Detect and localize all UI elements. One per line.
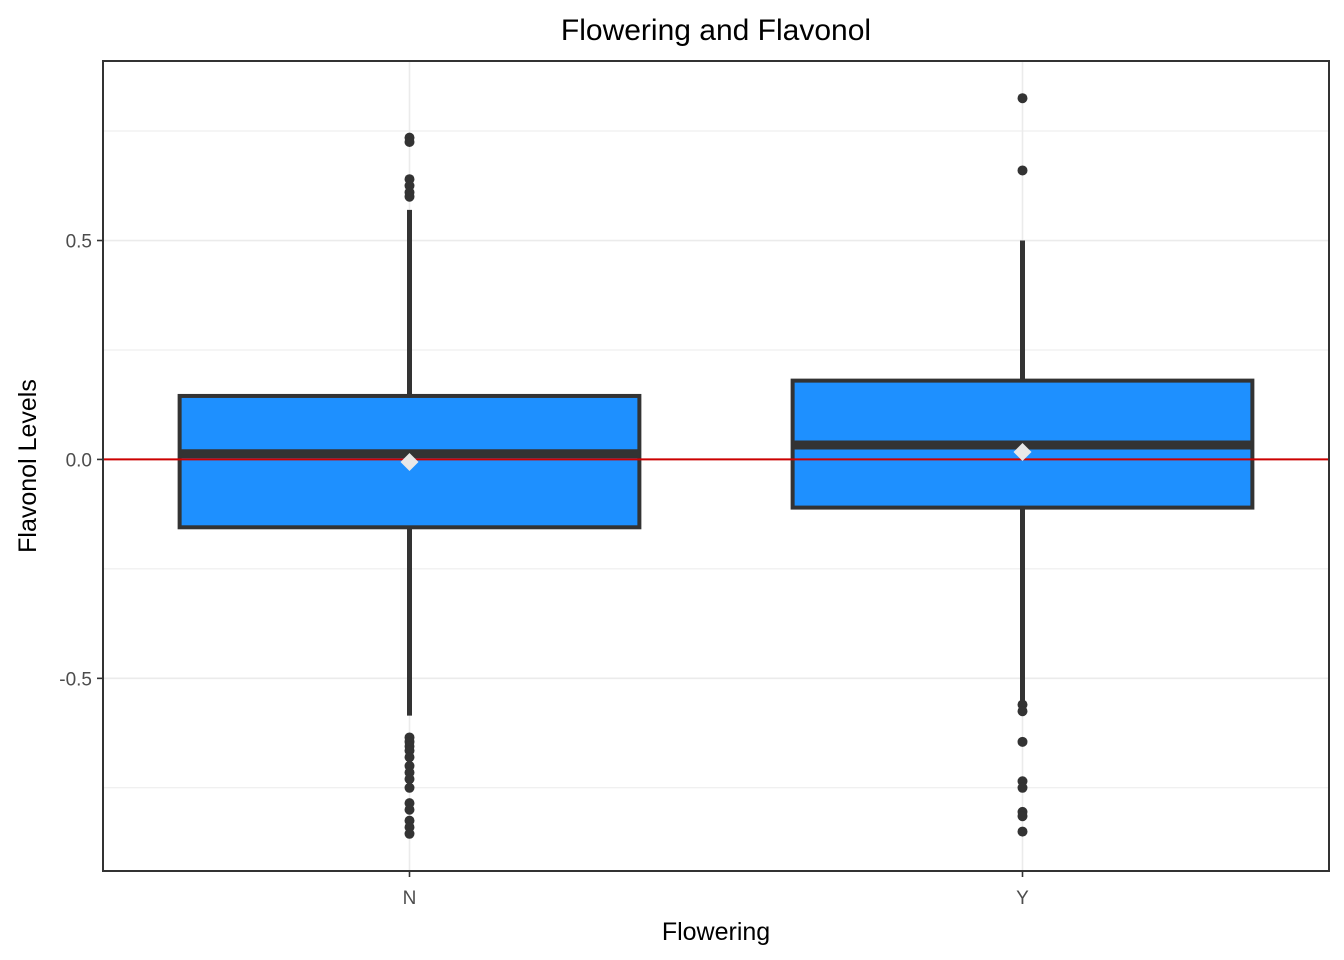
y-tick-label: -0.5: [59, 669, 92, 690]
outlier-point: [404, 752, 415, 763]
outlier-point: [404, 804, 415, 815]
outlier-point: [1017, 706, 1028, 717]
iqr-box: [177, 393, 642, 530]
y-axis-title: Flavonol Levels: [14, 379, 42, 553]
outlier-point: [404, 782, 415, 793]
plot-border: [102, 60, 1330, 872]
mean-marker: [1013, 442, 1032, 461]
outlier-point: [404, 137, 415, 147]
outlier-point: [1017, 782, 1028, 793]
outlier-point: [404, 828, 415, 839]
outlier-point: [1017, 811, 1028, 822]
box-group-n: [177, 132, 642, 839]
x-tick-label: Y: [1016, 888, 1029, 909]
chart-title: Flowering and Flavonol: [561, 14, 871, 47]
outlier-point: [404, 774, 415, 785]
y-tick-label: 0.0: [66, 450, 92, 471]
y-tick-label: 0.5: [66, 232, 92, 253]
outlier-point: [1017, 736, 1028, 747]
x-axis-title: Flowering: [662, 918, 770, 946]
outlier-point: [1017, 93, 1028, 104]
outlier-point: [1017, 826, 1028, 837]
outlier-point: [1017, 165, 1028, 176]
mean-marker: [400, 453, 419, 472]
outlier-point: [404, 191, 415, 202]
x-tick-label: N: [403, 888, 417, 909]
